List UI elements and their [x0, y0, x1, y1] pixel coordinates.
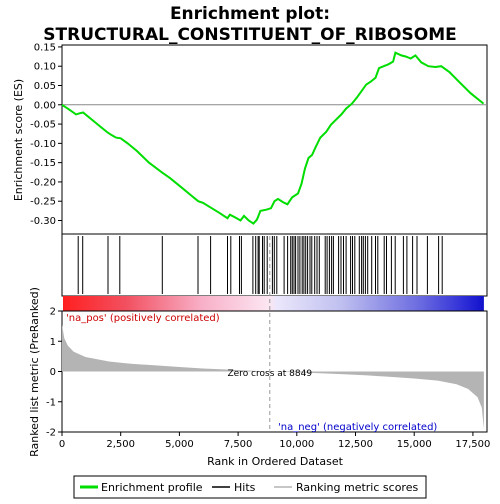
hits-panel — [61, 233, 488, 297]
zero-cross-label: Zero cross at 8849 — [227, 369, 312, 379]
es-y-tick-label: 0.10 — [34, 62, 56, 73]
x-axis-label: Rank in Ordered Dataset — [207, 455, 344, 468]
es-y-tick-label: 0.15 — [34, 42, 56, 53]
ranked-metric-y-axis-ticks: 2 1 0 -1 -2 — [46, 307, 62, 439]
positive-correlation-label: 'na_pos' (positively correlated) — [66, 313, 220, 324]
legend-enrichment-label: Enrichment profile — [101, 481, 203, 494]
es-y-tick-label: -0.30 — [30, 216, 56, 227]
negative-correlation-label: 'na_neg' (negatively correlated) — [278, 422, 437, 433]
legend-frame — [73, 475, 427, 499]
rank-color-bar-fill — [63, 296, 484, 311]
ranked-metric-panel: 2 1 0 -1 -2 Zero cross at 8849 'na_pos' (pos… — [28, 236, 488, 457]
legend-hits-label: Hits — [234, 481, 256, 494]
x-tick-label: 2,500 — [106, 439, 135, 450]
ranked-metric-y-tick-label: 1 — [50, 337, 56, 348]
x-tick-label: 7,500 — [224, 439, 253, 450]
es-y-tick-label: -0.05 — [30, 120, 56, 131]
es-y-tick-label: 0.05 — [34, 81, 56, 92]
legend-ranking-label: Ranking metric scores — [296, 481, 418, 494]
ranked-metric-y-axis-label: Ranked list metric (PreRanked) — [28, 287, 41, 457]
es-y-tick-label: -0.15 — [30, 158, 56, 169]
ranked-metric-y-tick-label: -1 — [46, 397, 56, 408]
x-tick-label: 17,500 — [455, 439, 490, 450]
legend: Enrichment profile Hits Ranking metric s… — [73, 475, 427, 499]
x-tick-label: 10,000 — [279, 439, 314, 450]
ranking-metric-area — [62, 324, 484, 429]
es-y-tick-label: -0.25 — [30, 197, 56, 208]
rank-color-bar — [63, 296, 484, 311]
ranked-metric-y-tick-label: 0 — [50, 367, 56, 378]
enrichment-profile-line — [61, 51, 485, 225]
x-tick-label: 12,500 — [338, 439, 373, 450]
x-tick-label: 15,000 — [397, 439, 432, 450]
ranked-metric-y-tick-label: -2 — [46, 428, 56, 439]
es-y-tick-label: 0.00 — [34, 100, 56, 111]
ranked-metric-y-tick-label: 2 — [50, 307, 56, 318]
plot-title-line2: STRUCTURAL_CONSTITUENT_OF_RIBOSOME — [43, 25, 456, 45]
x-tick-label: 0 — [59, 439, 65, 450]
es-panel: 0.15 0.10 0.05 0.00 -0.05 -0.10 -0.15 -0.20 -0.2… — [12, 42, 488, 235]
x-tick-label: 5,000 — [165, 439, 194, 450]
es-y-axis-ticks: 0.15 0.10 0.05 0.00 -0.05 -0.10 -0.15 -0.20 -0.2… — [30, 42, 62, 227]
es-panel-frame — [61, 44, 488, 235]
x-axis-ticks: 0 2,500 5,000 7,500 10,000 12,500 15,000 17,500 — [59, 432, 490, 450]
hit-markers — [77, 236, 443, 294]
es-y-tick-label: -0.10 — [30, 139, 56, 150]
es-y-tick-label: -0.20 — [30, 177, 56, 188]
es-y-axis-label: Enrichment score (ES) — [12, 79, 25, 201]
plot-title-line1: Enrichment plot: — [170, 4, 330, 24]
